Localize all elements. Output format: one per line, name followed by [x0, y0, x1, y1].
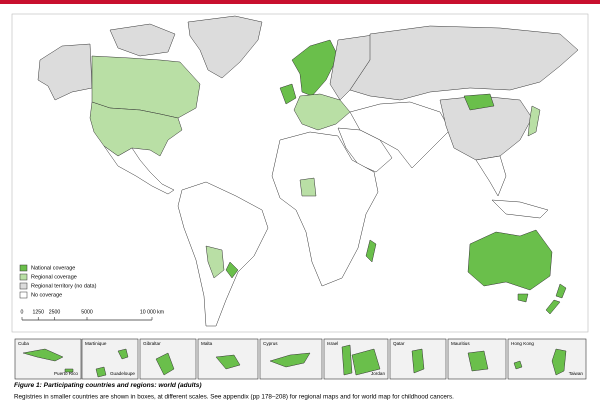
legend-label: Regional coverage: [31, 274, 77, 280]
inset-box: Qatar: [389, 338, 447, 380]
inset-box: Mauritius: [447, 338, 507, 380]
inset-shape: [155, 352, 175, 376]
inset-label: Guadeloupe: [110, 371, 135, 376]
scale-label: 10 000 km: [140, 309, 164, 315]
insets: Cuba Puerto Rico Martinique Guadeloupe Gibra…: [14, 338, 587, 380]
inset-label: Hong Kong: [511, 341, 534, 346]
inset-shape: [269, 352, 311, 368]
inset-shape: [411, 348, 425, 374]
inset-box: Israel Jordan: [323, 338, 389, 380]
inset-shape: [22, 348, 74, 373]
inset-shape: [513, 348, 567, 376]
scale-label: 2500: [49, 309, 61, 315]
inset-frame: [507, 338, 587, 380]
top-bar: [0, 0, 600, 4]
scale-label: 5000: [81, 309, 93, 315]
inset-shape: [341, 344, 381, 376]
inset-label: Mauritius: [451, 341, 470, 346]
legend-swatch: [19, 264, 28, 272]
inset-frame: [81, 338, 139, 380]
scale-label: 1250: [32, 309, 44, 315]
inset-label: Martinique: [85, 341, 107, 346]
inset-label: Israel: [327, 341, 338, 346]
inset-box: Martinique Guadeloupe: [81, 338, 139, 380]
inset-label: Gibraltar: [143, 341, 161, 346]
inset-label: Taiwan: [569, 371, 584, 376]
legend-swatch: [19, 291, 28, 299]
inset-box: Hong Kong Taiwan: [507, 338, 587, 380]
legend-label: No coverage: [31, 292, 62, 298]
inset-shape: [467, 350, 489, 372]
inset-box: Cuba Puerto Rico: [14, 338, 82, 380]
inset-label: Qatar: [393, 341, 405, 346]
scale-label: 0: [21, 309, 24, 315]
inset-box: Malta: [197, 338, 259, 380]
inset-label: Jordan: [371, 371, 385, 376]
legend-label: Regional territory (no data): [31, 283, 97, 289]
inset-box: Gibraltar: [139, 338, 197, 380]
world-map: [37, 15, 579, 327]
caption-title: Figure 1: Participating countries and re…: [14, 382, 202, 389]
legend-swatch: [19, 273, 28, 281]
inset-shape: [215, 354, 241, 370]
inset-label: Cyprus: [263, 341, 278, 346]
legend-label: National coverage: [31, 265, 75, 271]
inset-label: Cuba: [18, 341, 29, 346]
legend-swatch: [19, 282, 28, 290]
inset-box: Cyprus: [259, 338, 323, 380]
legend: National coverage Regional coverage Region…: [19, 264, 97, 299]
inset-label: Puerto Rico: [54, 371, 78, 376]
caption-text: Registries in smaller countries are show…: [14, 394, 454, 401]
scale-bar: 0 1250 2500 5000 10 000 km: [21, 309, 164, 321]
inset-label: Malta: [201, 341, 213, 346]
inset-shape: [95, 348, 129, 378]
